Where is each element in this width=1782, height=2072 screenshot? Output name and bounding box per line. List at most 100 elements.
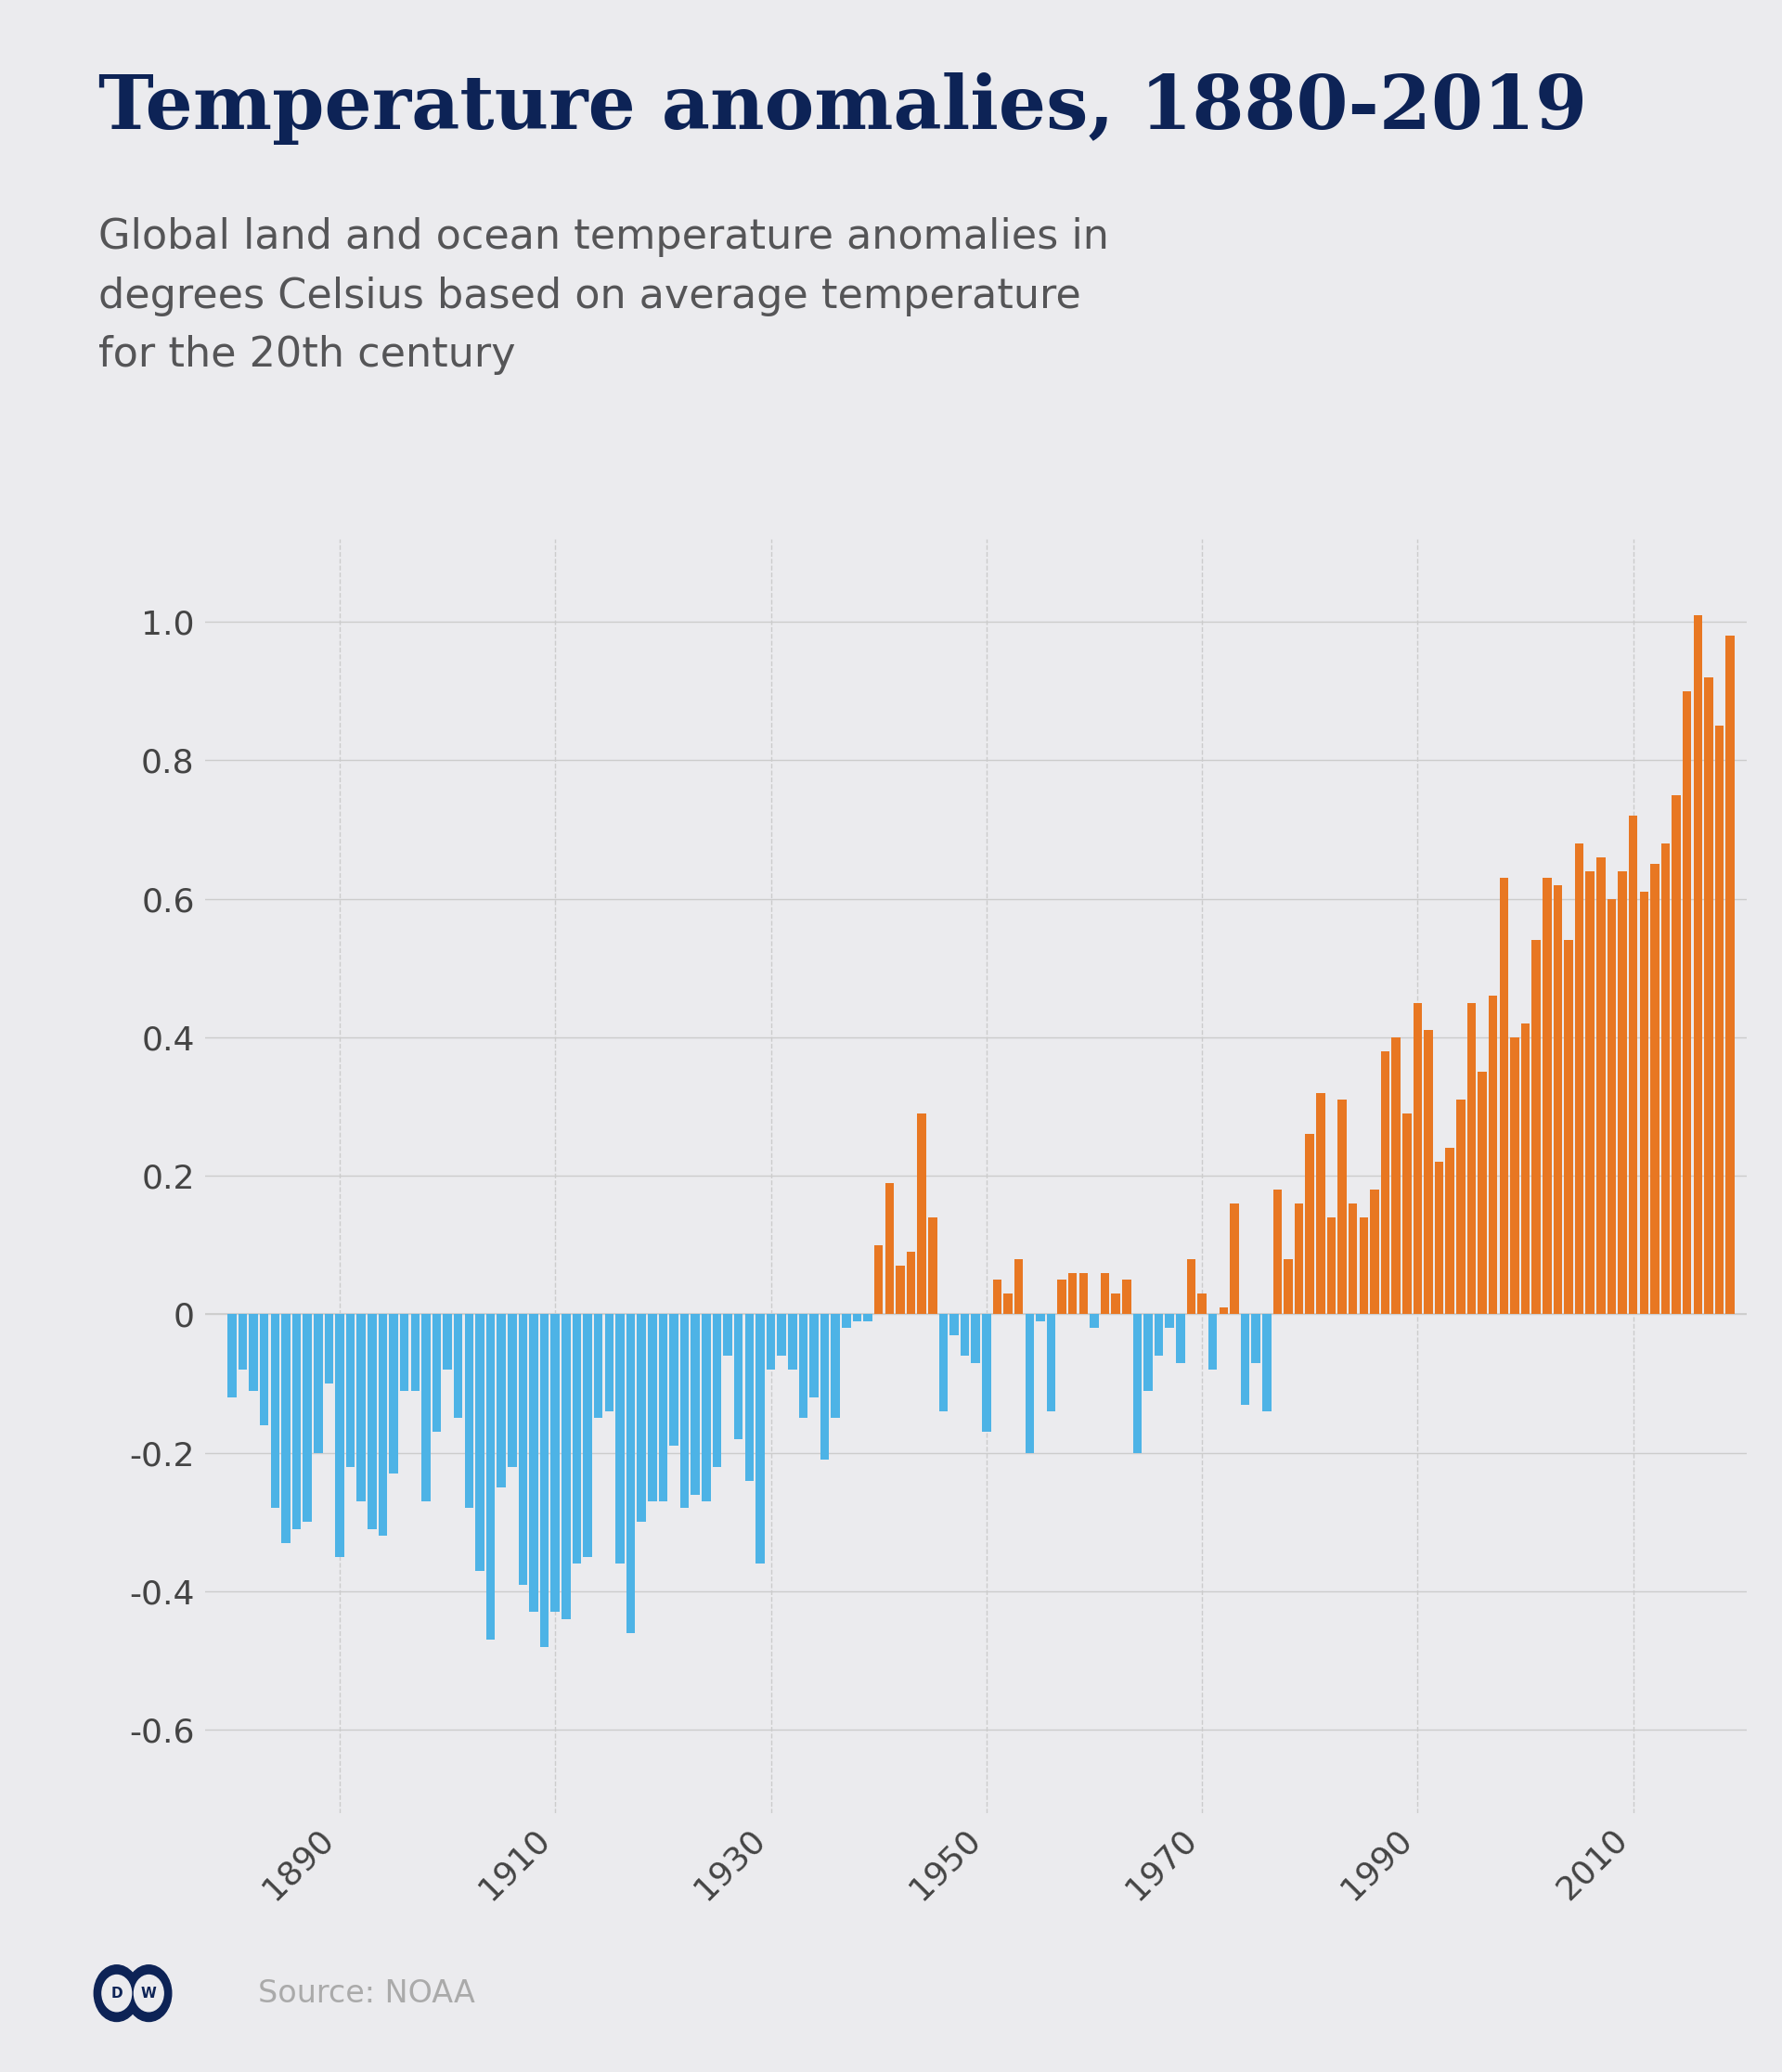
Bar (841, 1314, 850, 1328)
Bar (950, 1314, 959, 1334)
Bar (766, 1314, 775, 1370)
Bar (561, 1314, 570, 1618)
Bar (260, 1314, 269, 1426)
Bar (809, 1314, 818, 1397)
Bar (1349, 1204, 1358, 1314)
Bar (508, 1314, 517, 1467)
Bar (1025, 1314, 1034, 1452)
Bar (444, 1314, 453, 1370)
Bar (346, 1314, 355, 1467)
Bar (875, 1245, 884, 1314)
Bar (830, 1314, 839, 1417)
Bar (1208, 1314, 1217, 1370)
Bar (519, 1314, 527, 1585)
Bar (282, 1314, 290, 1544)
Bar (1381, 1051, 1390, 1314)
Bar (1575, 843, 1584, 1314)
Bar (1306, 1133, 1313, 1314)
Text: Temperature anomalies, 1880-2019: Temperature anomalies, 1880-2019 (98, 73, 1586, 145)
Bar (356, 1314, 365, 1502)
Circle shape (134, 1975, 164, 2012)
Bar (497, 1314, 506, 1488)
Text: D: D (110, 1987, 123, 1999)
Bar (1392, 1038, 1401, 1314)
Bar (1725, 636, 1734, 1314)
Bar (1317, 1092, 1326, 1314)
Bar (670, 1314, 679, 1446)
Bar (852, 1314, 861, 1322)
Bar (1133, 1314, 1142, 1452)
Bar (476, 1314, 485, 1571)
Bar (745, 1314, 754, 1481)
Bar (702, 1314, 711, 1502)
Bar (734, 1314, 743, 1440)
Bar (798, 1314, 807, 1417)
Bar (1230, 1204, 1238, 1314)
Bar (1554, 885, 1563, 1314)
Bar (551, 1314, 560, 1612)
Bar (1445, 1148, 1454, 1314)
Bar (228, 1314, 237, 1397)
Bar (378, 1314, 387, 1535)
Bar (1661, 843, 1670, 1314)
Bar (529, 1314, 538, 1612)
Bar (1144, 1314, 1153, 1390)
Bar (982, 1314, 991, 1432)
Bar (918, 1113, 927, 1314)
Bar (907, 1251, 916, 1314)
Bar (777, 1314, 786, 1355)
Bar (1165, 1314, 1174, 1328)
Bar (422, 1314, 429, 1502)
Bar (1187, 1260, 1196, 1314)
Bar (324, 1314, 333, 1384)
Bar (1543, 879, 1552, 1314)
Bar (249, 1314, 258, 1390)
Bar (1533, 941, 1541, 1314)
Bar (1370, 1189, 1379, 1314)
Bar (1262, 1314, 1271, 1411)
Bar (625, 1314, 634, 1633)
Bar (1488, 997, 1497, 1314)
Circle shape (94, 1964, 139, 2022)
Bar (1283, 1260, 1292, 1314)
Bar (638, 1314, 645, 1523)
Bar (1672, 796, 1680, 1314)
Bar (1413, 1003, 1422, 1314)
Bar (399, 1314, 408, 1390)
Bar (1499, 879, 1508, 1314)
Bar (864, 1314, 871, 1322)
Bar (971, 1314, 980, 1363)
Bar (1272, 1189, 1281, 1314)
Bar (788, 1314, 797, 1370)
Bar (604, 1314, 613, 1411)
Bar (239, 1314, 248, 1370)
Bar (1467, 1003, 1475, 1314)
Bar (1046, 1314, 1055, 1411)
Bar (1240, 1314, 1249, 1405)
Bar (1112, 1293, 1121, 1314)
Bar (314, 1314, 323, 1452)
Bar (1565, 941, 1574, 1314)
Bar (1693, 615, 1702, 1314)
Bar (939, 1314, 948, 1411)
Bar (1080, 1272, 1087, 1314)
Bar (649, 1314, 658, 1502)
Bar (540, 1314, 549, 1647)
Bar (960, 1314, 969, 1355)
Bar (886, 1183, 895, 1314)
Bar (1176, 1314, 1185, 1363)
Bar (367, 1314, 376, 1529)
Bar (1629, 816, 1638, 1314)
Bar (615, 1314, 624, 1564)
Bar (583, 1314, 592, 1556)
Bar (993, 1280, 1001, 1314)
Bar (1618, 870, 1627, 1314)
Bar (691, 1314, 700, 1494)
Bar (713, 1314, 722, 1467)
Bar (1338, 1100, 1347, 1314)
Bar (303, 1314, 312, 1523)
Bar (271, 1314, 280, 1508)
Text: W: W (141, 1987, 157, 1999)
Bar (465, 1314, 474, 1508)
Bar (1639, 891, 1648, 1314)
